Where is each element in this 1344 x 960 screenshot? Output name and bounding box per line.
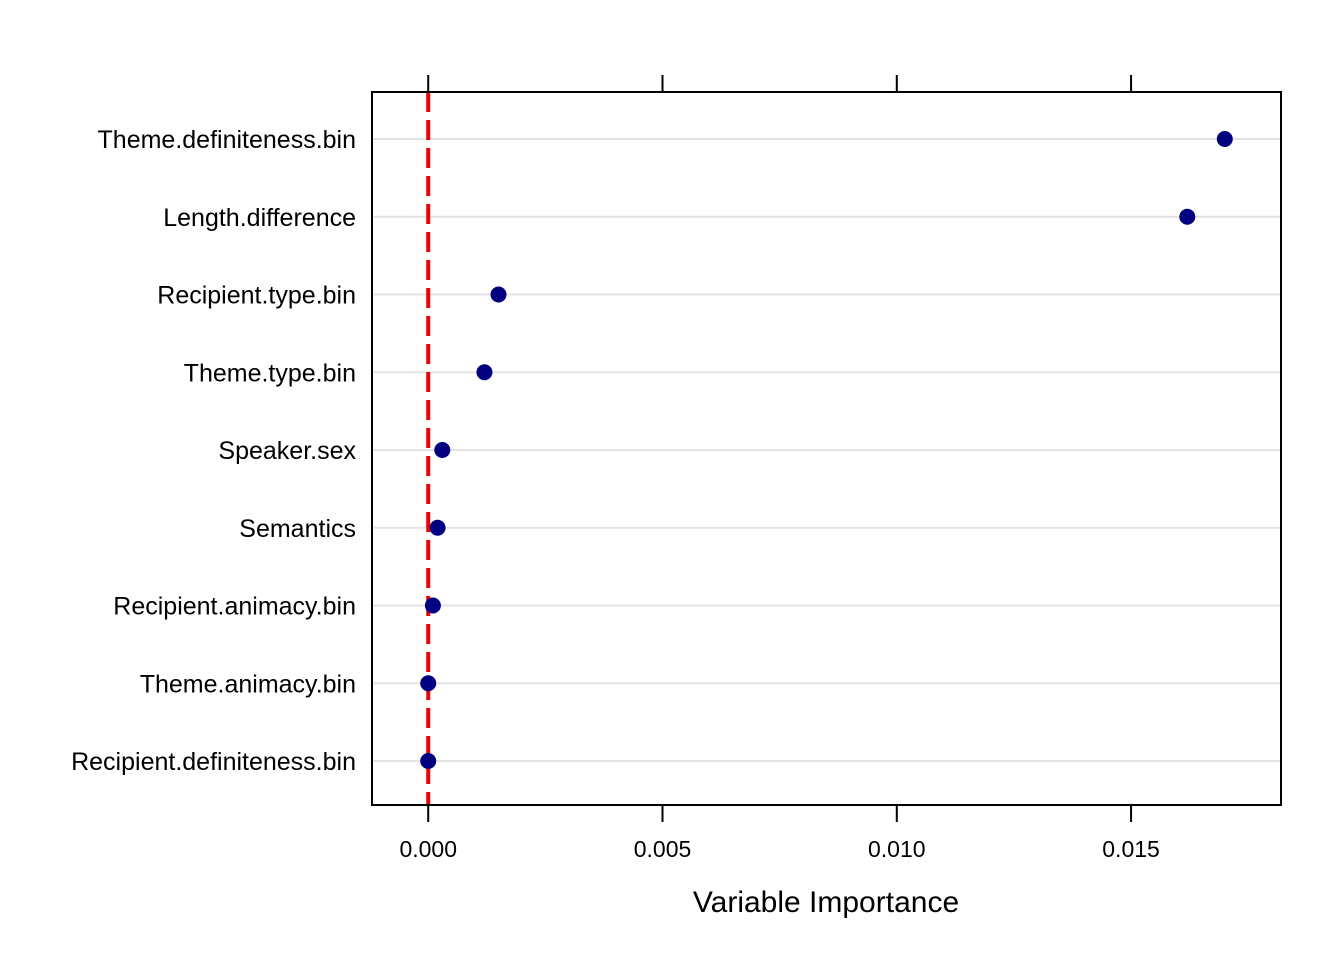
- data-point: [420, 753, 437, 769]
- data-point: [434, 442, 451, 458]
- x-axis-ticks: 0.000 0.005 0.010 0.015: [399, 75, 1160, 862]
- x-axis-title: Variable Importance: [693, 886, 959, 919]
- y-tick-label: Theme.type.bin: [184, 359, 356, 387]
- data-point: [420, 675, 437, 692]
- x-tick-label: 0.015: [1102, 836, 1160, 862]
- plot-frame: [371, 91, 1282, 806]
- y-tick-label: Theme.animacy.bin: [140, 670, 356, 698]
- data-point: [490, 286, 507, 303]
- y-tick-label: Recipient.animacy.bin: [113, 593, 356, 621]
- y-tick-label: Length.difference: [163, 204, 356, 232]
- y-axis-labels: Theme.definiteness.bin Length.difference R…: [71, 126, 356, 776]
- grid-lines: [372, 138, 1281, 762]
- y-tick-label: Recipient.type.bin: [157, 282, 356, 310]
- data-point: [476, 364, 493, 381]
- x-tick-label: 0.000: [399, 836, 457, 862]
- y-tick-label: Recipient.definiteness.bin: [71, 748, 356, 776]
- data-points: [420, 131, 1233, 769]
- y-tick-label: Theme.definiteness.bin: [98, 126, 356, 154]
- x-tick-label: 0.005: [634, 836, 692, 862]
- data-point: [429, 519, 446, 536]
- data-point: [1216, 131, 1233, 147]
- x-tick-label: 0.010: [868, 836, 926, 862]
- y-tick-label: Semantics: [239, 515, 356, 543]
- data-point: [1179, 208, 1196, 225]
- data-point: [424, 597, 441, 614]
- y-tick-label: Speaker.sex: [218, 437, 356, 465]
